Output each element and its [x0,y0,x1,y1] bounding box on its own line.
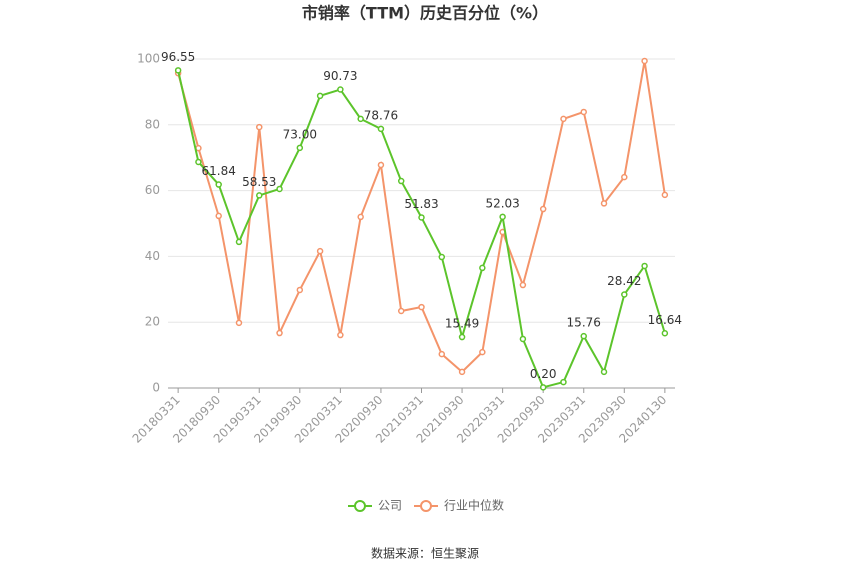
point [560,115,567,123]
point [337,331,344,339]
point [641,57,648,65]
point [215,181,222,188]
point [580,108,587,116]
point [499,213,506,221]
point [418,303,425,311]
point [256,192,263,199]
data-label: 52.03 [485,196,519,210]
point [357,213,364,221]
point [418,214,425,221]
point [235,319,243,327]
data-label: 15.76 [567,316,601,330]
point [539,205,547,213]
y-tick-label: 100 [137,52,160,66]
y-tick-label: 0 [152,381,160,395]
data-label: 96.55 [161,50,195,64]
legend-label: 行业中位数 [444,498,504,513]
point [215,212,222,220]
point [296,286,304,294]
chart-title: 市销率（TTM）历史百分位（%） [302,4,548,23]
data-label: 28.42 [607,274,641,288]
point [397,307,405,315]
point [235,238,243,246]
point [661,191,669,199]
point [479,348,486,356]
point [600,200,608,207]
series-line [177,70,666,389]
data-label: 73.00 [283,127,317,141]
point [357,115,364,123]
data-label: 58.53 [242,175,276,189]
point [377,161,385,169]
y-tick-label: 40 [145,249,160,263]
data-label: 51.83 [404,197,438,211]
point [377,125,385,133]
data-label: 0.20 [530,367,557,381]
point [661,330,669,337]
point [276,329,283,337]
data-label: 61.84 [202,164,236,178]
point [600,368,608,376]
point [641,262,648,270]
point [174,67,182,74]
legend-marker [354,500,366,512]
point [458,368,466,376]
point [397,177,405,185]
data-label: 16.64 [648,313,682,327]
point [438,253,446,261]
point [519,335,527,343]
y-tick-label: 20 [145,315,160,329]
source: 数据来源：恒生聚源 [371,546,479,561]
point [580,332,587,340]
point [539,384,547,391]
legend-label: 公司 [378,499,402,513]
y-tick-label: 60 [145,183,160,197]
point [438,350,446,358]
data-label: 90.73 [323,69,357,83]
point [276,185,283,193]
point [479,264,486,272]
y-tick-label: 80 [145,117,160,131]
point [316,247,324,255]
point [316,92,324,100]
point [337,86,344,93]
data-label: 15.49 [445,317,479,331]
point [458,333,466,341]
point [296,144,304,152]
point [519,281,527,289]
point [256,123,263,131]
point [621,291,628,298]
data-label: 78.76 [364,108,398,122]
point [195,158,202,166]
legend-marker [420,500,432,512]
point [621,173,628,181]
point [560,378,567,386]
